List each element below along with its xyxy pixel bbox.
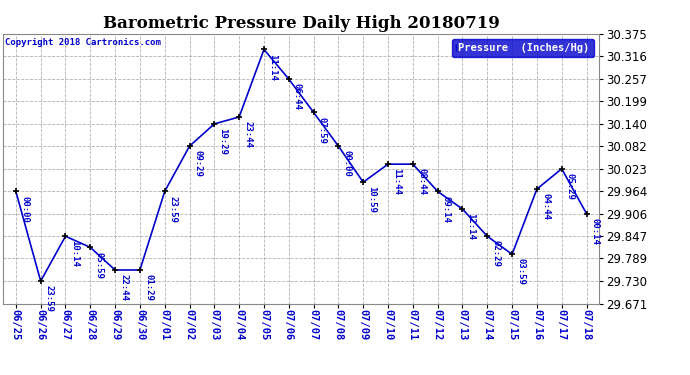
Text: 00:00: 00:00: [342, 150, 352, 177]
Text: 10:59: 10:59: [367, 186, 376, 213]
Text: 00:14: 00:14: [591, 218, 600, 244]
Text: 08:44: 08:44: [417, 168, 426, 195]
Text: 23:59: 23:59: [169, 195, 178, 222]
Text: 06:44: 06:44: [293, 83, 302, 110]
Text: 11:14: 11:14: [268, 54, 277, 81]
Text: 23:59: 23:59: [45, 285, 54, 312]
Legend: Pressure  (Inches/Hg): Pressure (Inches/Hg): [452, 39, 593, 57]
Text: 07:59: 07:59: [318, 117, 327, 143]
Text: 09:14: 09:14: [442, 195, 451, 222]
Text: 12:14: 12:14: [466, 213, 475, 240]
Text: 04:44: 04:44: [541, 193, 550, 220]
Text: 22:44: 22:44: [119, 274, 128, 301]
Text: 01:29: 01:29: [144, 274, 153, 301]
Text: 19:29: 19:29: [219, 128, 228, 155]
Text: 10:14: 10:14: [70, 240, 79, 267]
Text: 03:59: 03:59: [516, 258, 525, 285]
Title: Barometric Pressure Daily High 20180719: Barometric Pressure Daily High 20180719: [103, 15, 500, 32]
Text: 02:29: 02:29: [491, 240, 500, 267]
Text: 00:00: 00:00: [20, 195, 29, 222]
Text: 09:29: 09:29: [194, 150, 203, 177]
Text: 11:44: 11:44: [392, 168, 401, 195]
Text: 05:29: 05:29: [566, 173, 575, 200]
Text: 23:44: 23:44: [244, 121, 253, 148]
Text: Copyright 2018 Cartronics.com: Copyright 2018 Cartronics.com: [5, 38, 161, 47]
Text: 05:59: 05:59: [95, 252, 103, 278]
